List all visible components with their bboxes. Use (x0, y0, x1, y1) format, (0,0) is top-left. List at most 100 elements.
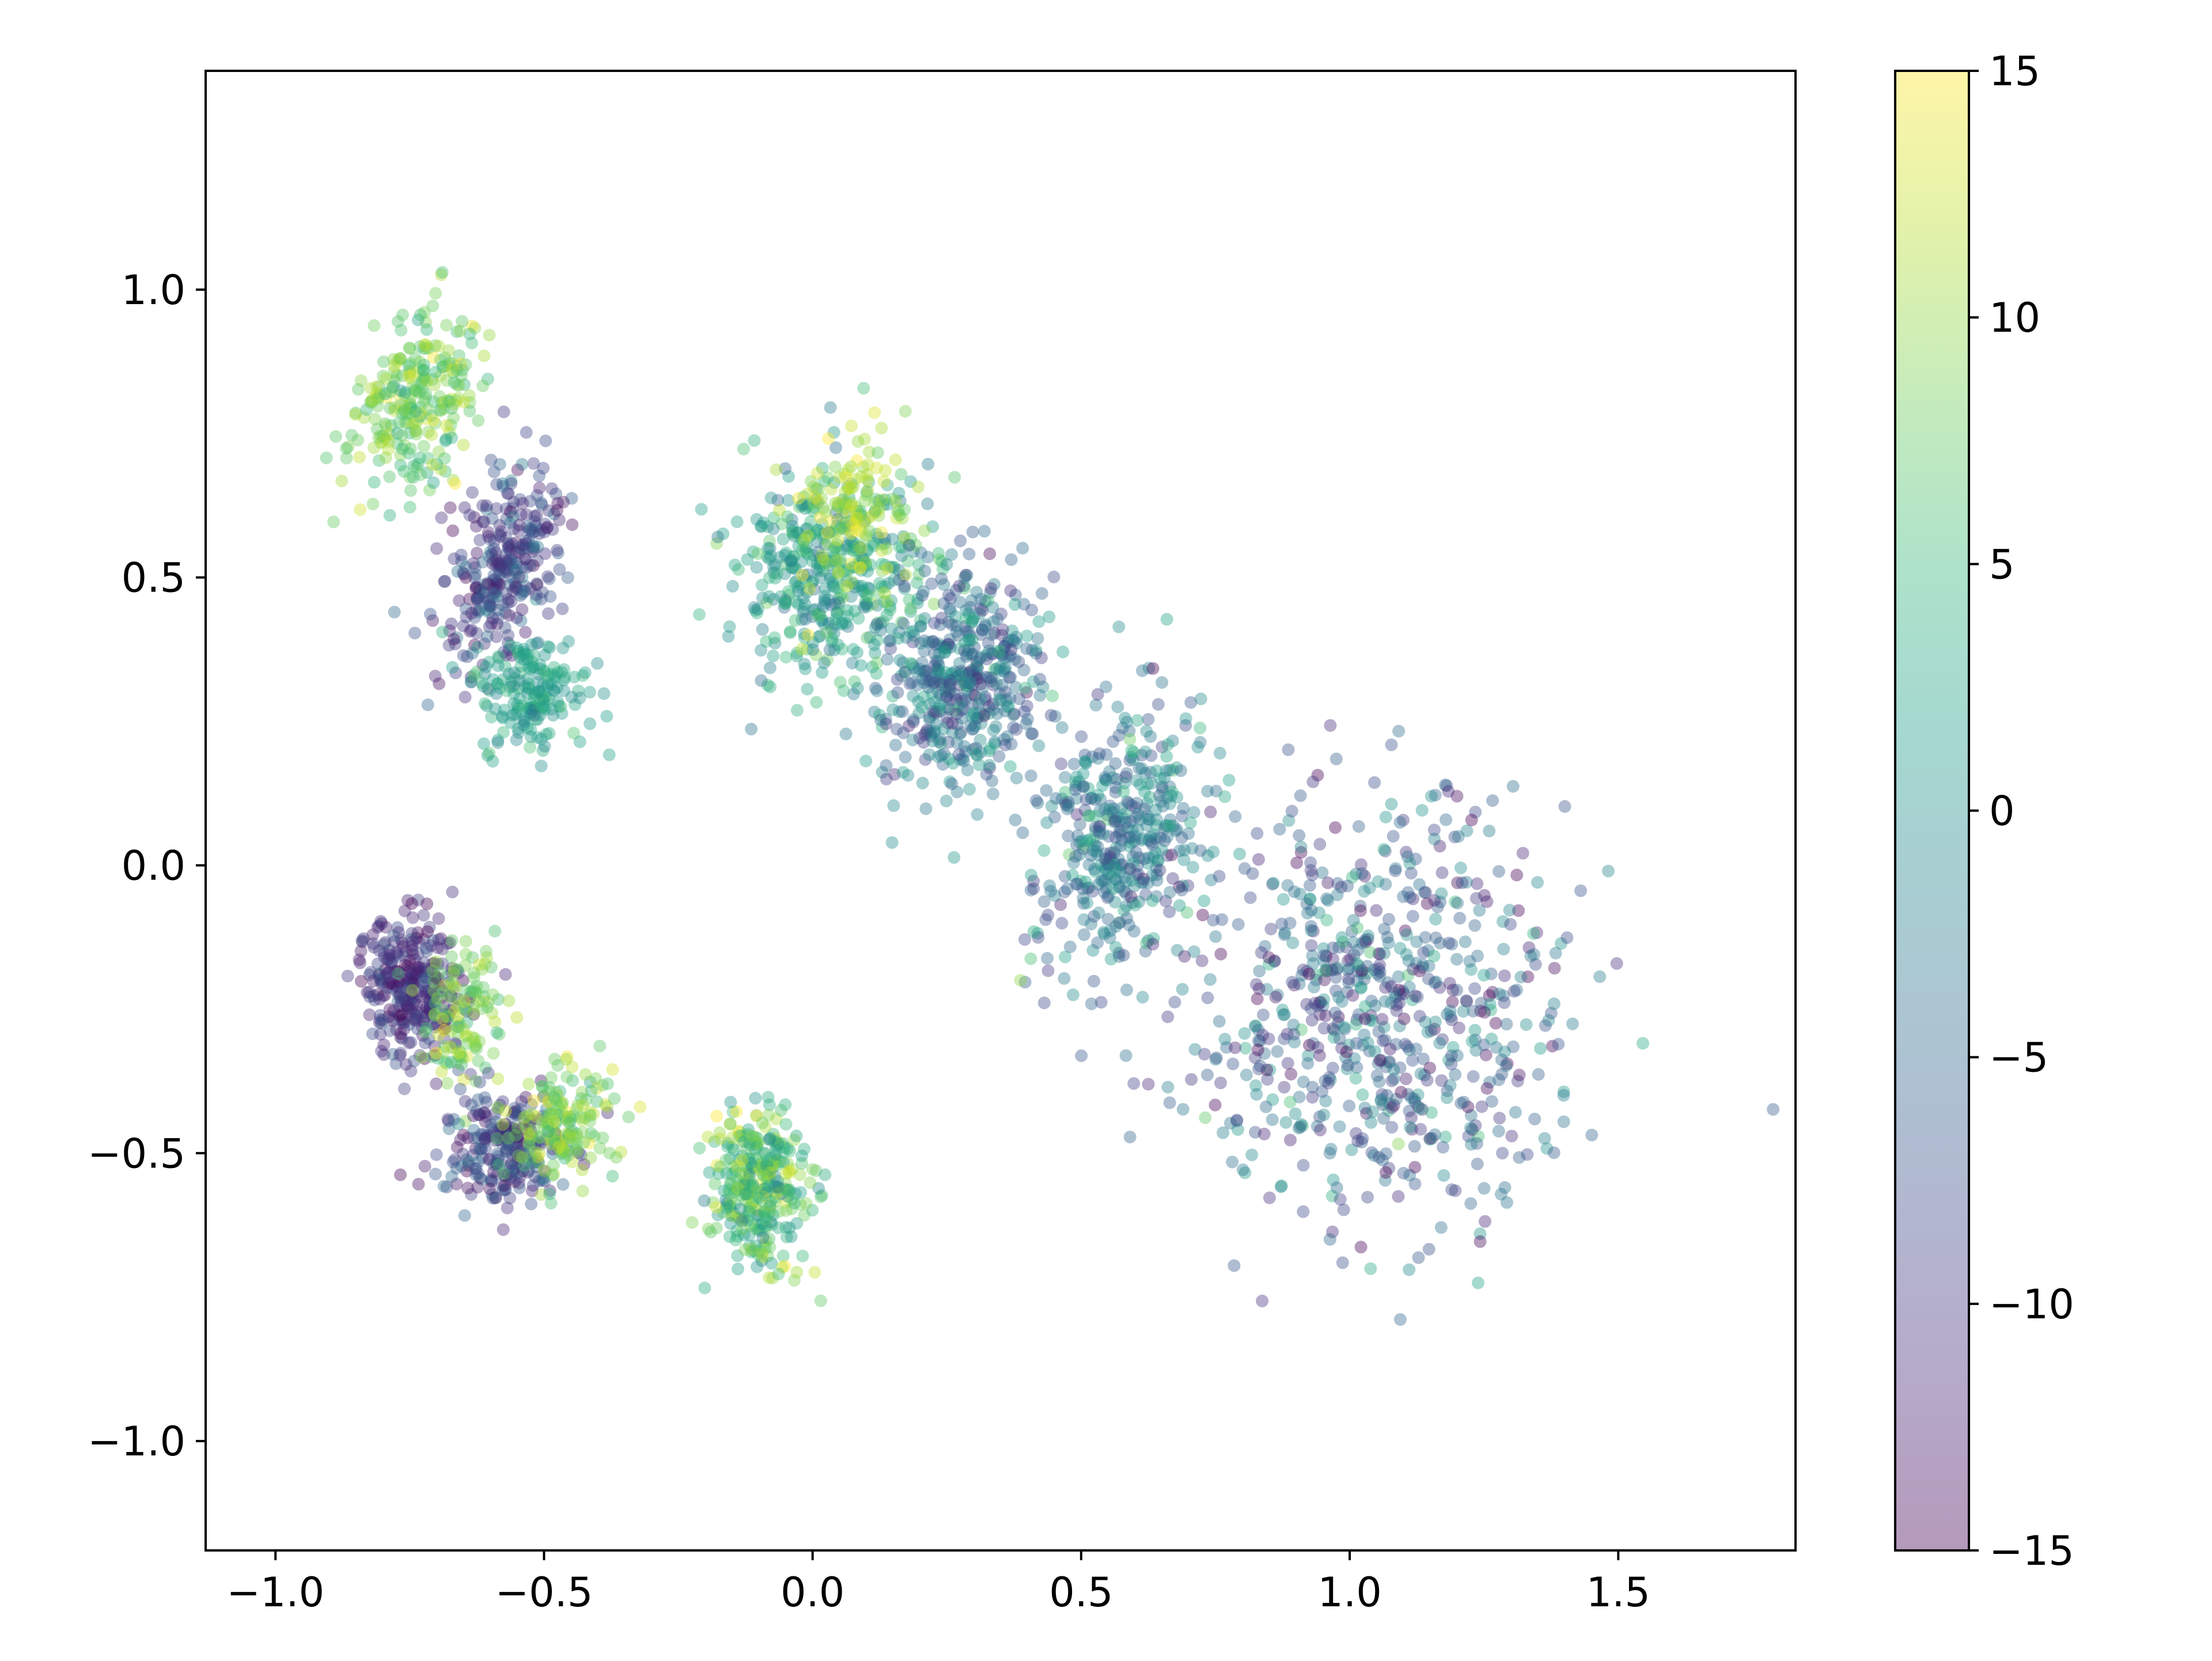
scatter-point (418, 985, 431, 999)
scatter-point (419, 1006, 431, 1019)
scatter-point (425, 939, 438, 952)
scatter-point (527, 543, 540, 556)
scatter-point (382, 435, 395, 448)
scatter-point (444, 936, 457, 949)
scatter-point (494, 1098, 507, 1112)
scatter-point (1058, 972, 1071, 985)
scatter-point (399, 945, 412, 958)
scatter-point (431, 1052, 445, 1065)
scatter-point (377, 1048, 391, 1061)
scatter-point (469, 1142, 482, 1155)
scatter-point (577, 1158, 590, 1171)
scatter-point (376, 989, 389, 1002)
scatter-point (763, 571, 776, 584)
scatter-point (428, 1011, 441, 1025)
scatter-point (440, 318, 453, 332)
scatter-point (543, 1187, 556, 1200)
scatter-point (584, 1109, 597, 1122)
scatter-point (1547, 1146, 1560, 1159)
scatter-point (456, 1052, 469, 1064)
scatter-point (790, 1129, 803, 1143)
scatter-point (953, 596, 967, 609)
scatter-point (451, 964, 464, 976)
scatter-point (508, 672, 521, 685)
scatter-point (891, 673, 904, 686)
scatter-point (418, 979, 431, 992)
scatter-point (441, 1011, 454, 1025)
scatter-point (498, 1131, 512, 1144)
scatter-point (434, 369, 447, 382)
scatter-point (1422, 1243, 1435, 1256)
scatter-point (536, 1109, 550, 1122)
scatter-point (408, 997, 421, 1010)
scatter-point (1160, 750, 1173, 763)
scatter-point (1313, 837, 1327, 851)
scatter-point (922, 457, 934, 471)
scatter-point (1067, 757, 1081, 771)
scatter-point (507, 495, 520, 509)
scatter-point (491, 734, 505, 747)
scatter-point (393, 1000, 407, 1013)
scatter-point (414, 468, 427, 481)
scatter-point (974, 593, 987, 606)
scatter-point (1176, 983, 1189, 996)
scatter-point (1493, 865, 1505, 878)
scatter-point (1209, 930, 1222, 943)
scatter-point (510, 1137, 523, 1150)
scatter-point (365, 395, 378, 408)
scatter-point (494, 1133, 507, 1146)
scatter-point (495, 1121, 509, 1134)
scatter-point (389, 946, 403, 959)
scatter-point (390, 965, 403, 978)
scatter-point (1400, 928, 1414, 942)
scatter-point (1071, 877, 1084, 890)
scatter-point (474, 1075, 486, 1089)
scatter-point (1510, 869, 1524, 882)
scatter-point (1477, 969, 1490, 982)
scatter-point (426, 373, 439, 386)
scatter-point (1493, 1112, 1506, 1125)
scatter-point (1404, 867, 1418, 880)
scatter-point (401, 894, 414, 907)
scatter-point (450, 1140, 464, 1154)
scatter-point (404, 401, 417, 414)
scatter-point (1297, 1075, 1310, 1089)
scatter-point (529, 588, 543, 601)
scatter-point (554, 700, 567, 713)
scatter-point (1513, 1068, 1526, 1082)
scatter-point (340, 442, 353, 455)
scatter-point (374, 973, 388, 987)
scatter-point (983, 759, 996, 772)
scatter-point (434, 268, 448, 282)
scatter-point (482, 530, 495, 543)
scatter-point (484, 600, 498, 613)
scatter-point (434, 403, 447, 416)
scatter-point (1528, 1113, 1541, 1125)
scatter-point (509, 1127, 522, 1140)
scatter-point (458, 1209, 471, 1222)
scatter-point (1018, 681, 1032, 695)
scatter-point (452, 1026, 465, 1040)
scatter-point (430, 976, 443, 989)
scatter-point (439, 465, 452, 478)
scatter-point (567, 726, 580, 740)
scatter-point (1228, 1259, 1241, 1272)
scatter-point (380, 372, 393, 385)
scatter-point (524, 1114, 536, 1128)
scatter-point (375, 917, 388, 930)
scatter-point (490, 478, 503, 491)
scatter-point (1467, 1070, 1480, 1083)
scatter-point (376, 435, 389, 448)
scatter-point (436, 625, 449, 639)
scatter-point (438, 1023, 451, 1037)
scatter-point (529, 1139, 542, 1151)
scatter-point (461, 1131, 475, 1144)
scatter-point (528, 510, 541, 523)
scatter-point (1317, 1108, 1331, 1121)
scatter-point (393, 1049, 406, 1062)
scatter-point (390, 985, 403, 998)
scatter-point (505, 537, 518, 551)
scatter-point (395, 933, 408, 946)
scatter-point (1277, 893, 1290, 906)
scatter-point (428, 1008, 441, 1021)
